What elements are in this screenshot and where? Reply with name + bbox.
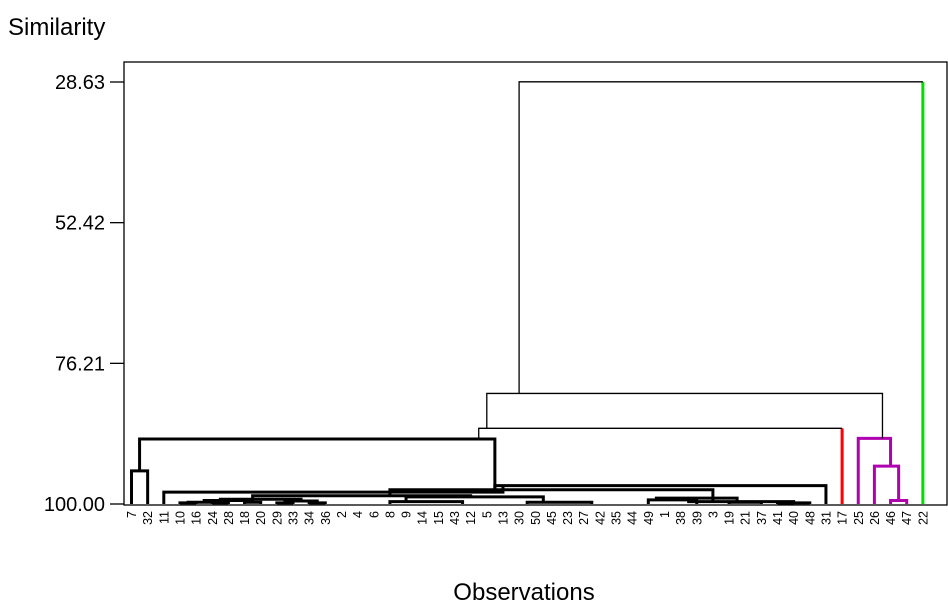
leaf-label: 13 — [496, 511, 510, 525]
leaf-label: 20 — [254, 511, 268, 525]
dendrogram-link — [478, 427, 843, 439]
leaf-label: 7 — [125, 511, 139, 518]
dendrogram-link — [687, 498, 796, 504]
leaf-label: 5 — [480, 511, 494, 518]
dendrogram-link — [275, 501, 295, 505]
leaf-label: 45 — [545, 511, 559, 525]
dendrogram-link — [518, 81, 923, 394]
leaf-label: 31 — [819, 511, 833, 525]
leaf-label: 1 — [658, 511, 672, 518]
y-tick-label: 100.00 — [44, 494, 105, 516]
plot-frame — [123, 61, 948, 506]
leaf-label: 36 — [319, 511, 333, 525]
leaf-labels: 7 32 11 10 16 24 28 18 20 29 33 34 36 2 4 6 8 9 14 15 43 12 5 1… — [125, 511, 930, 525]
leaf-label: 29 — [270, 511, 284, 525]
leaf-label: 33 — [287, 511, 301, 525]
leaf-label: 2 — [335, 511, 349, 518]
leaf-label: 38 — [674, 511, 688, 525]
dendrogram-link — [525, 500, 594, 504]
y-tick-label: 52.42 — [55, 213, 105, 235]
leaf-label: 48 — [803, 511, 817, 525]
leaf-label: 39 — [690, 511, 704, 525]
leaf-label: 12 — [464, 511, 478, 525]
dendrogram-link — [243, 500, 263, 504]
leaf-label: 8 — [383, 511, 397, 518]
dendrogram-link — [486, 392, 884, 439]
dendrogram-link — [162, 485, 505, 504]
leaf-label: 44 — [626, 511, 640, 525]
leaf-label: 25 — [852, 511, 866, 525]
leaf-label: 17 — [836, 511, 850, 525]
leaf-label: 32 — [141, 511, 155, 525]
leaf-label: 28 — [222, 511, 236, 525]
y-axis: 28.63 52.42 76.21 100.00 — [44, 72, 124, 516]
dendrogram-link — [130, 469, 150, 504]
leaf-label: 26 — [868, 511, 882, 525]
leaf-label: 6 — [367, 511, 381, 518]
y-tick-label: 76.21 — [55, 353, 105, 375]
leaf-label: 19 — [723, 511, 737, 525]
y-tick-label: 28.63 — [55, 72, 105, 94]
leaf-label: 22 — [916, 511, 930, 525]
y-axis-title: Similarity — [8, 14, 105, 41]
leaf-label: 37 — [755, 511, 769, 525]
dendrogram-link — [307, 501, 327, 505]
leaf-label: 46 — [884, 511, 898, 525]
leaf-label: 16 — [190, 511, 204, 525]
dendrogram-links — [130, 81, 925, 505]
leaf-label: 11 — [157, 511, 171, 524]
dendrogram-link — [872, 464, 901, 504]
leaf-label: 21 — [739, 511, 753, 525]
leaf-label: 14 — [416, 511, 430, 525]
leaf-label: 42 — [593, 511, 607, 525]
leaf-label: 15 — [432, 511, 446, 525]
leaf-label: 18 — [238, 511, 252, 525]
dendrogram-link — [856, 436, 893, 504]
dendrogram-link — [404, 495, 545, 503]
leaf-label: 47 — [900, 511, 914, 525]
leaf-label: 4 — [351, 511, 365, 518]
leaf-label: 27 — [577, 511, 591, 525]
leaf-label: 40 — [787, 511, 801, 525]
leaf-label: 41 — [771, 511, 785, 525]
leaf-label: 43 — [448, 511, 462, 525]
leaf-label: 50 — [529, 511, 543, 525]
leaf-label: 35 — [610, 511, 624, 525]
dendrogram-link — [138, 437, 497, 493]
dendrogram-link — [388, 500, 465, 504]
leaf-label: 34 — [303, 511, 317, 525]
leaf-label: 9 — [400, 511, 414, 518]
leaf-label: 3 — [706, 511, 720, 518]
dendrogram-link — [889, 498, 909, 504]
leaf-label: 23 — [561, 511, 575, 525]
dendrogram-link — [218, 497, 303, 502]
leaf-label: 30 — [513, 511, 527, 525]
dendrogram-link — [251, 494, 473, 500]
dendrogram-link — [283, 499, 319, 503]
leaf-label: 10 — [173, 511, 187, 525]
x-axis-title: Observations — [453, 579, 594, 606]
leaf-label: 49 — [642, 511, 656, 525]
leaf-label: 24 — [206, 511, 220, 525]
dendrogram-link — [186, 500, 222, 504]
